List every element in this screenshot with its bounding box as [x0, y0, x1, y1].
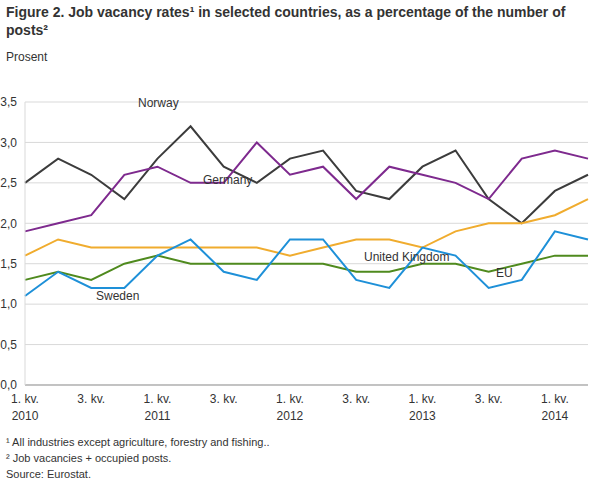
- svg-text:1. kv.: 1. kv.: [11, 392, 39, 406]
- svg-text:2014: 2014: [542, 409, 569, 423]
- html-text:Figure 2. Job vacancy rates¹ i: Figure 2. Job vacancy rates¹ in selected…: [6, 4, 566, 38]
- html-text:¹ All industries except agricu: ¹ All industries except agriculture, for…: [6, 436, 270, 448]
- svg-text:3. kv.: 3. kv.: [342, 392, 370, 406]
- svg-text:3. kv.: 3. kv.: [475, 392, 503, 406]
- html-text:Norway: Norway: [138, 96, 179, 110]
- svg-text:2010: 2010: [12, 409, 39, 423]
- html-text:EU: EU: [496, 266, 513, 280]
- html-text:Source: Eurostat.: Source: Eurostat.: [6, 468, 91, 480]
- svg-text:2,5: 2,5: [8, 176, 17, 190]
- svg-text:1. kv.: 1. kv.: [541, 392, 569, 406]
- svg-text:3. kv.: 3. kv.: [77, 392, 105, 406]
- svg-text:2011: 2011: [145, 409, 171, 423]
- svg-text:0,0: 0,0: [8, 378, 17, 392]
- svg-text:1. kv.: 1. kv.: [276, 392, 304, 406]
- svg-text:1. kv.: 1. kv.: [409, 392, 437, 406]
- svg-text:2012: 2012: [277, 409, 304, 423]
- html-text:Germany: Germany: [203, 173, 253, 187]
- svg-text:3,5: 3,5: [8, 95, 17, 109]
- svg-text:1,5: 1,5: [8, 257, 17, 271]
- svg-text:1. kv.: 1. kv.: [144, 392, 172, 406]
- svg-text:1,0: 1,0: [8, 297, 17, 311]
- svg-text:3. kv.: 3. kv.: [210, 392, 238, 406]
- svg-text:0,5: 0,5: [8, 338, 17, 352]
- html-text:² Job vacancies + occupied pos: ² Job vacancies + occupied posts.: [6, 452, 172, 464]
- svg-text:3,0: 3,0: [8, 136, 17, 150]
- html-text:Prosent: Prosent: [6, 50, 48, 64]
- html-text:Sweden: Sweden: [96, 289, 140, 303]
- html-text:United Kingdom: United Kingdom: [364, 250, 450, 264]
- svg-text:2013: 2013: [409, 409, 436, 423]
- svg-text:2,0: 2,0: [8, 217, 17, 231]
